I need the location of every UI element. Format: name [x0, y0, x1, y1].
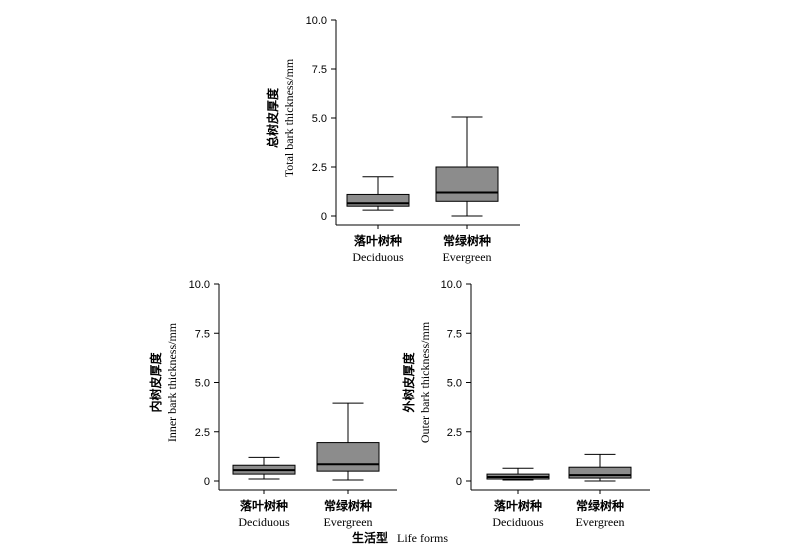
y-tick-label: 10.0: [189, 279, 210, 291]
box-evergreen: [568, 453, 632, 482]
y-tick-label: 7.5: [195, 328, 210, 340]
box-deciduous: [486, 467, 550, 481]
category-label-zh: 常绿树种: [324, 498, 372, 513]
y-tick-label: 5.0: [447, 378, 462, 390]
category-label-zh: 落叶树种: [240, 498, 288, 513]
iqr-box: [568, 466, 632, 479]
y-tick-label: 0: [204, 476, 210, 488]
chart-outer: 0 2.5 5.0 7.5 10.0 外树皮厚度 Outer bark thickness/…: [401, 279, 650, 529]
y-axis-label-en: Outer bark thickness/mm: [418, 321, 432, 443]
y-tick-label: 2.5: [447, 427, 462, 439]
y-axis-label-zh: 内树皮厚度: [148, 352, 163, 413]
y-axis-label-en: Total bark thickness/mm: [282, 58, 296, 177]
y-tick-label: 10.0: [306, 15, 327, 27]
y-tick-label: 0: [321, 211, 327, 223]
category-label-en: Deciduous: [352, 250, 404, 264]
y-tick-label: 2.5: [195, 427, 210, 439]
iqr-box: [346, 193, 410, 207]
x-axis-title: 生活型 Life forms: [0, 529, 800, 546]
box-deciduous: [346, 176, 410, 211]
x-axis-title-en: Life forms: [397, 531, 448, 545]
category-label-zh: 落叶树种: [354, 233, 402, 248]
iqr-box: [435, 166, 499, 202]
chart-total: 0 2.5 5.0 7.5 10.0 总树皮厚度 Total bark thickness/…: [265, 15, 520, 264]
y-tick-label: 5.0: [195, 378, 210, 390]
category-label-zh: 常绿树种: [576, 498, 624, 513]
y-tick-label: 7.5: [447, 328, 462, 340]
iqr-box: [316, 442, 380, 472]
y-axis-label-en: Inner bark thickness/mm: [165, 322, 179, 442]
category-label-en: Evergreen: [575, 515, 624, 529]
category-label-en: Evergreen: [442, 250, 491, 264]
box-deciduous: [232, 456, 296, 480]
category-label-en: Evergreen: [323, 515, 372, 529]
box-evergreen: [435, 116, 499, 217]
y-tick-label: 2.5: [312, 162, 327, 174]
y-axis-label-zh: 总树皮厚度: [265, 87, 280, 148]
y-axis-label-zh: 外树皮厚度: [401, 352, 416, 413]
box-evergreen: [316, 402, 380, 481]
y-tick-label: 7.5: [312, 64, 327, 76]
x-axis-title-zh: 生活型: [352, 531, 389, 545]
category-label-zh: 落叶树种: [494, 498, 542, 513]
category-label-en: Deciduous: [492, 515, 544, 529]
y-tick-label: 10.0: [441, 279, 462, 291]
y-tick-label: 0: [456, 476, 462, 488]
y-tick-label: 5.0: [312, 113, 327, 125]
chart-inner: 0 2.5 5.0 7.5 10.0 内树皮厚度 Inner bark thickness/…: [148, 279, 397, 529]
category-label-zh: 常绿树种: [443, 233, 491, 248]
category-label-en: Deciduous: [238, 515, 290, 529]
